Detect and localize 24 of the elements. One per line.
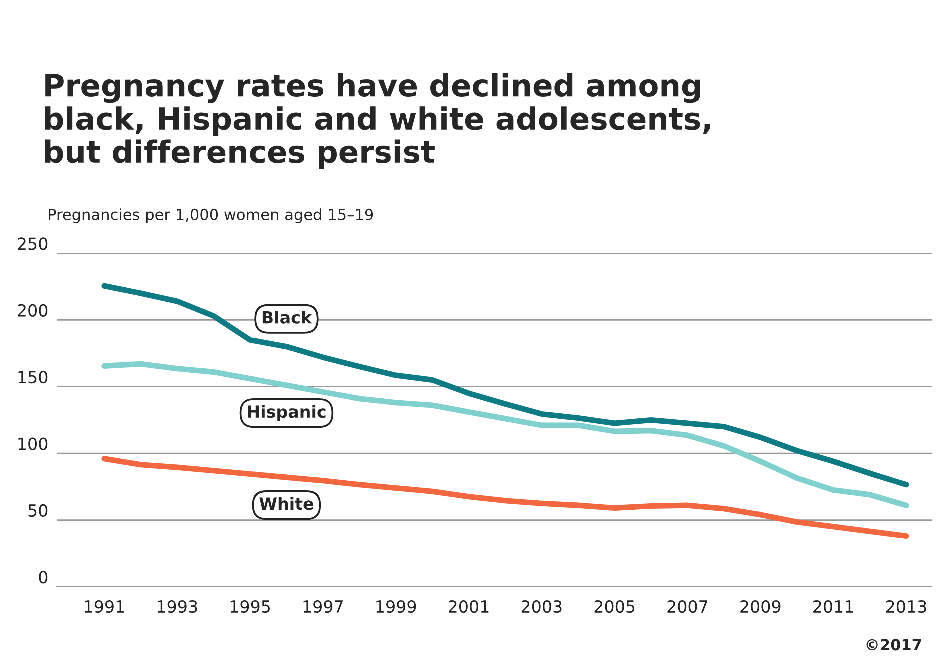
x-tick-label: 2007 <box>668 600 708 614</box>
x-tick-label: 2005 <box>594 600 635 614</box>
x-tick-label: 1993 <box>158 600 198 614</box>
x-tick-label: 1999 <box>376 600 416 614</box>
x-tick-label: 2003 <box>522 600 562 614</box>
x-tick-label: 1995 <box>230 600 270 614</box>
x-tick-label: 2001 <box>449 600 489 614</box>
y-tick-label: 250 <box>18 238 48 250</box>
text: ©2017 <box>866 639 922 651</box>
series-label: Black <box>262 310 312 324</box>
y-tick-label: 50 <box>28 504 48 518</box>
x-tick-label: 2011 <box>814 600 854 614</box>
y-tick-label: 200 <box>18 304 48 317</box>
x-tick-label: 1997 <box>304 600 343 614</box>
y-tick-label: 0 <box>39 571 48 584</box>
y-axis-title: Pregnancies per 1,000 women aged 15–19 <box>49 208 374 224</box>
x-tick-label: 2013 <box>886 600 926 614</box>
chart-title: Pregnancy rates have declined among black, Hispanic and white adolescents, but differences persist <box>45 73 710 170</box>
y-tick-label: 100 <box>18 438 48 450</box>
x-tick-label: 1991 <box>85 600 124 614</box>
x-tick-label: 2009 <box>740 600 781 614</box>
series-label: Hispanic <box>248 405 326 422</box>
series-label: White <box>260 497 314 510</box>
y-tick-label: 150 <box>18 371 48 384</box>
